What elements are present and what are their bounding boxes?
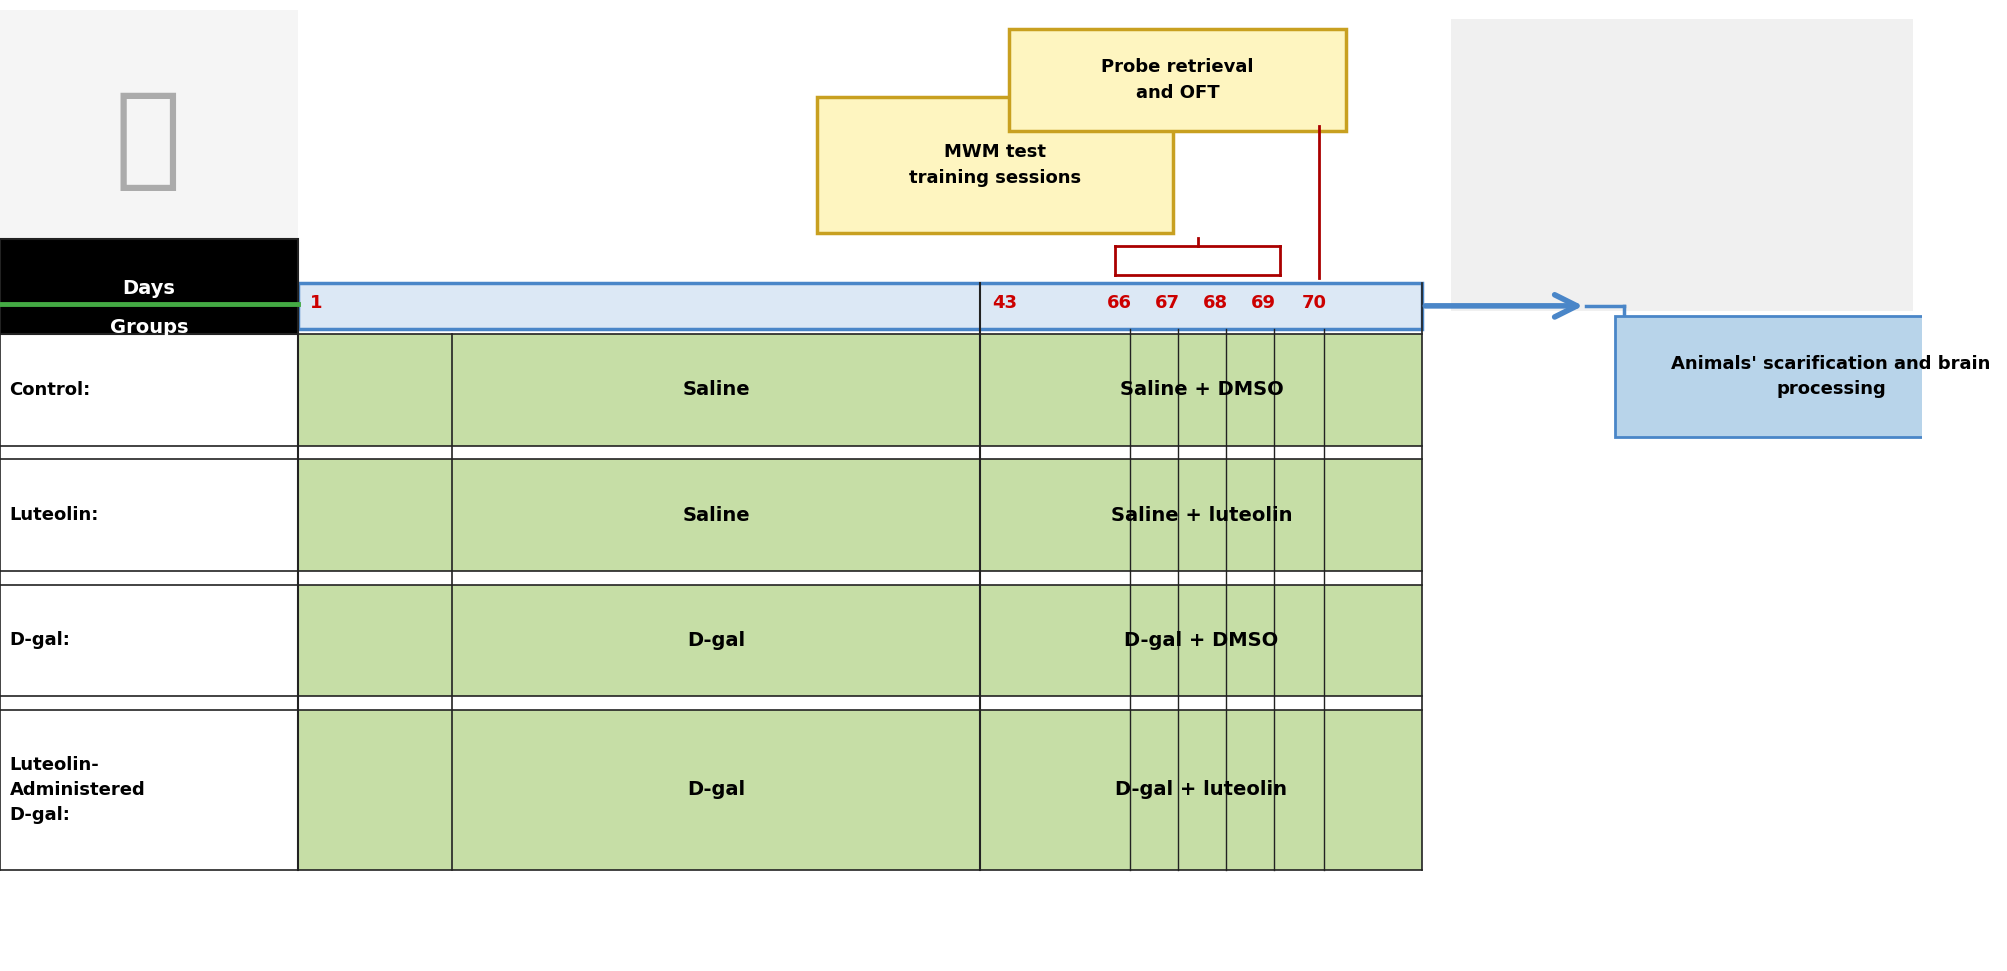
Text: Days: Days	[122, 279, 175, 298]
Text: D-gal + DMSO: D-gal + DMSO	[1124, 631, 1278, 650]
FancyBboxPatch shape	[1614, 316, 2007, 437]
Text: D-gal: D-gal	[686, 781, 745, 799]
FancyBboxPatch shape	[1010, 29, 1345, 131]
Bar	[297, 585, 1421, 696]
Bar	[0, 446, 1421, 459]
Text: Probe retrieval
and OFT: Probe retrieval and OFT	[1100, 58, 1252, 102]
Bar	[0, 239, 297, 334]
Text: Animals' scarification and brain
processing: Animals' scarification and brain process…	[1670, 354, 1989, 398]
Text: 69: 69	[1250, 294, 1276, 312]
Text: Saline + luteolin: Saline + luteolin	[1110, 506, 1291, 524]
Bar	[297, 710, 1421, 870]
Text: D-gal:: D-gal:	[10, 631, 70, 650]
Text: D-gal + luteolin: D-gal + luteolin	[1114, 781, 1286, 799]
Text: 67: 67	[1154, 294, 1180, 312]
Text: Saline: Saline	[682, 381, 749, 399]
Text: Luteolin-
Administered
D-gal:: Luteolin- Administered D-gal:	[10, 755, 145, 824]
Text: 68: 68	[1202, 294, 1228, 312]
Bar	[0, 696, 1421, 710]
Text: 70: 70	[1301, 294, 1327, 312]
Text: D-gal: D-gal	[686, 631, 745, 650]
Bar	[0, 10, 297, 272]
Bar	[297, 283, 1421, 329]
Text: 1: 1	[309, 294, 321, 312]
Text: MWM test
training sessions: MWM test training sessions	[909, 143, 1080, 187]
Bar	[297, 334, 1421, 446]
Bar	[0, 571, 1421, 585]
Text: 43: 43	[991, 294, 1016, 312]
Text: Saline + DMSO: Saline + DMSO	[1120, 381, 1282, 399]
Bar	[1451, 19, 1913, 311]
Text: 🐀: 🐀	[114, 87, 181, 194]
Text: Luteolin:: Luteolin:	[10, 506, 98, 524]
FancyBboxPatch shape	[817, 97, 1172, 233]
Text: Saline: Saline	[682, 506, 749, 524]
Text: Control:: Control:	[10, 381, 90, 399]
Text: 66: 66	[1106, 294, 1132, 312]
Text: Groups: Groups	[110, 318, 189, 337]
Bar	[297, 459, 1421, 571]
